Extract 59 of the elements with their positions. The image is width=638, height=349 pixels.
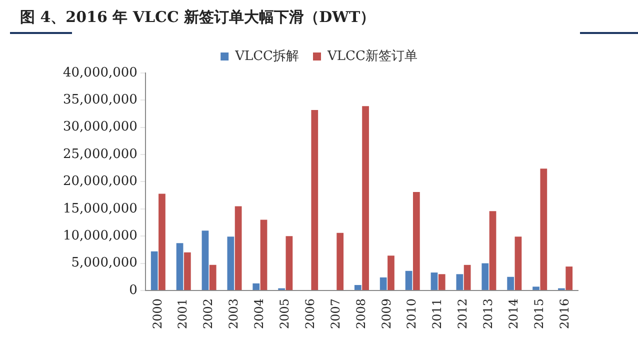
bar bbox=[514, 236, 522, 290]
bar bbox=[438, 274, 446, 290]
bar bbox=[354, 285, 362, 290]
bar bbox=[336, 232, 344, 290]
bar bbox=[532, 286, 540, 290]
bar bbox=[380, 277, 387, 290]
bar bbox=[150, 251, 158, 290]
y-tick-label: 0 bbox=[129, 282, 138, 298]
legend-label: VLCC新签订单 bbox=[326, 48, 418, 64]
bar bbox=[311, 110, 318, 290]
x-tick-label: 2001 bbox=[176, 298, 190, 330]
bar bbox=[260, 220, 268, 290]
bar bbox=[286, 236, 293, 290]
bar bbox=[184, 252, 191, 290]
bar bbox=[202, 230, 209, 290]
y-tick-label: 5,000,000 bbox=[71, 256, 138, 271]
y-tick-label: 40,000,000 bbox=[62, 65, 138, 80]
bar bbox=[388, 256, 394, 290]
x-tick-label: 2004 bbox=[252, 298, 266, 330]
bar bbox=[430, 272, 438, 290]
bar bbox=[456, 274, 464, 290]
x-tick-label: 2009 bbox=[379, 298, 394, 330]
x-tick-label: 2012 bbox=[456, 298, 470, 330]
x-tick-label: 2003 bbox=[226, 298, 241, 330]
bar bbox=[412, 192, 420, 290]
bar bbox=[566, 266, 573, 290]
x-tick-label: 2013 bbox=[481, 298, 496, 330]
legend-label: VLCC拆解 bbox=[234, 48, 300, 64]
x-tick-label: 2008 bbox=[354, 298, 368, 330]
x-tick-label: 2011 bbox=[430, 298, 444, 330]
bar bbox=[489, 211, 496, 290]
y-tick-label: 10,000,000 bbox=[62, 228, 138, 244]
bar bbox=[227, 236, 234, 290]
y-tick-label: 20,000,000 bbox=[62, 174, 138, 190]
bar bbox=[176, 243, 184, 290]
bar bbox=[252, 283, 260, 290]
x-tick-label: 2007 bbox=[328, 298, 342, 330]
bar bbox=[158, 194, 166, 290]
x-tick-label: 2000 bbox=[150, 298, 164, 330]
bar bbox=[209, 264, 216, 290]
y-tick-label: 15,000,000 bbox=[62, 201, 138, 216]
y-tick-label: 25,000,000 bbox=[62, 146, 138, 162]
x-tick-label: 2010 bbox=[404, 298, 419, 330]
x-tick-label: 2014 bbox=[506, 298, 521, 330]
bar bbox=[234, 206, 242, 290]
bar bbox=[464, 264, 471, 290]
bar bbox=[507, 276, 514, 290]
bar bbox=[362, 106, 369, 290]
x-tick-label: 2006 bbox=[302, 298, 317, 330]
y-tick-label: 35,000,000 bbox=[62, 92, 138, 108]
chart-title: 图 4、2016 年 VLCC 新签订单大幅下滑（DWT） bbox=[20, 8, 376, 27]
bar bbox=[405, 270, 412, 290]
bar bbox=[540, 168, 548, 290]
bar bbox=[482, 263, 489, 290]
x-tick-label: 2016 bbox=[557, 298, 572, 330]
x-tick-label: 2015 bbox=[532, 298, 546, 330]
y-tick-label: 30,000,000 bbox=[62, 120, 138, 135]
x-tick-label: 2005 bbox=[278, 298, 292, 330]
x-tick-label: 2002 bbox=[201, 298, 216, 330]
